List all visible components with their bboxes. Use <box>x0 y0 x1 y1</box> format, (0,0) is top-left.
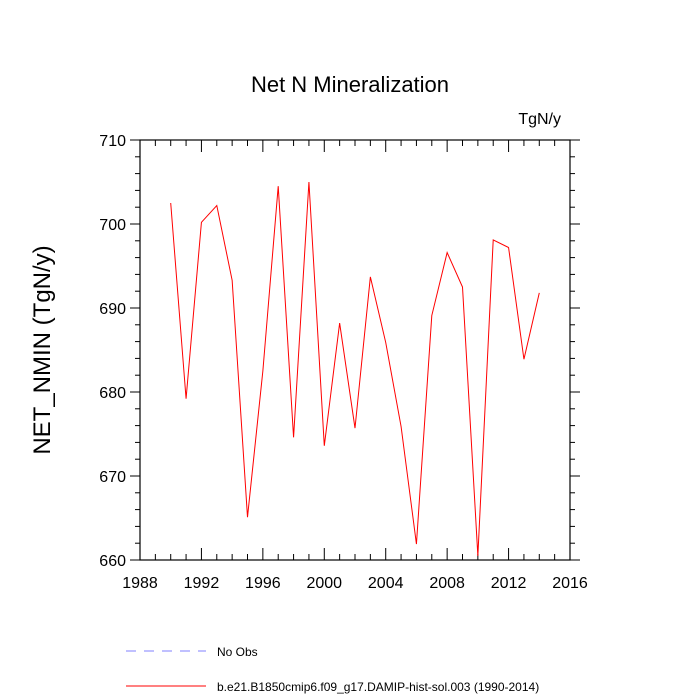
y-tick-label: 690 <box>99 301 126 318</box>
x-tick-label: 2012 <box>491 575 527 592</box>
x-tick-label: 2000 <box>306 575 342 592</box>
y-tick-label: 700 <box>99 217 126 234</box>
y-axis-label: NET_NMIN (TgN/y) <box>29 245 56 454</box>
series-layer <box>170 181 540 556</box>
x-tick-labels: 1988 1992 1996 2000 2004 2008 2012 2016 <box>122 575 588 592</box>
chart-title: Net N Mineralization <box>251 72 449 97</box>
x-tick-label: 1996 <box>245 575 281 592</box>
legend-label-no-obs: No Obs <box>217 645 258 659</box>
y-tick-label: 710 <box>99 133 126 150</box>
series-line-0 <box>170 181 540 556</box>
x-tick-label: 2004 <box>368 575 404 592</box>
x-tick-label: 1992 <box>184 575 220 592</box>
y-tick-labels: 660 670 680 690 700 710 <box>99 133 126 570</box>
x-tick-label: 2008 <box>429 575 465 592</box>
x-tick-label: 1988 <box>122 575 158 592</box>
legend: No Obs b.e21.B1850cmip6.f09_g17.DAMIP-hi… <box>126 645 539 694</box>
y-tick-label: 680 <box>99 385 126 402</box>
y-tick-label: 670 <box>99 469 126 486</box>
legend-label-model-run: b.e21.B1850cmip6.f09_g17.DAMIP-hist-sol.… <box>217 680 539 694</box>
units-label: TgN/y <box>518 111 561 128</box>
plot-frame <box>139 139 571 561</box>
x-tick-label: 2016 <box>552 575 588 592</box>
y-tick-label: 660 <box>99 553 126 570</box>
axis-ticks <box>130 139 580 561</box>
